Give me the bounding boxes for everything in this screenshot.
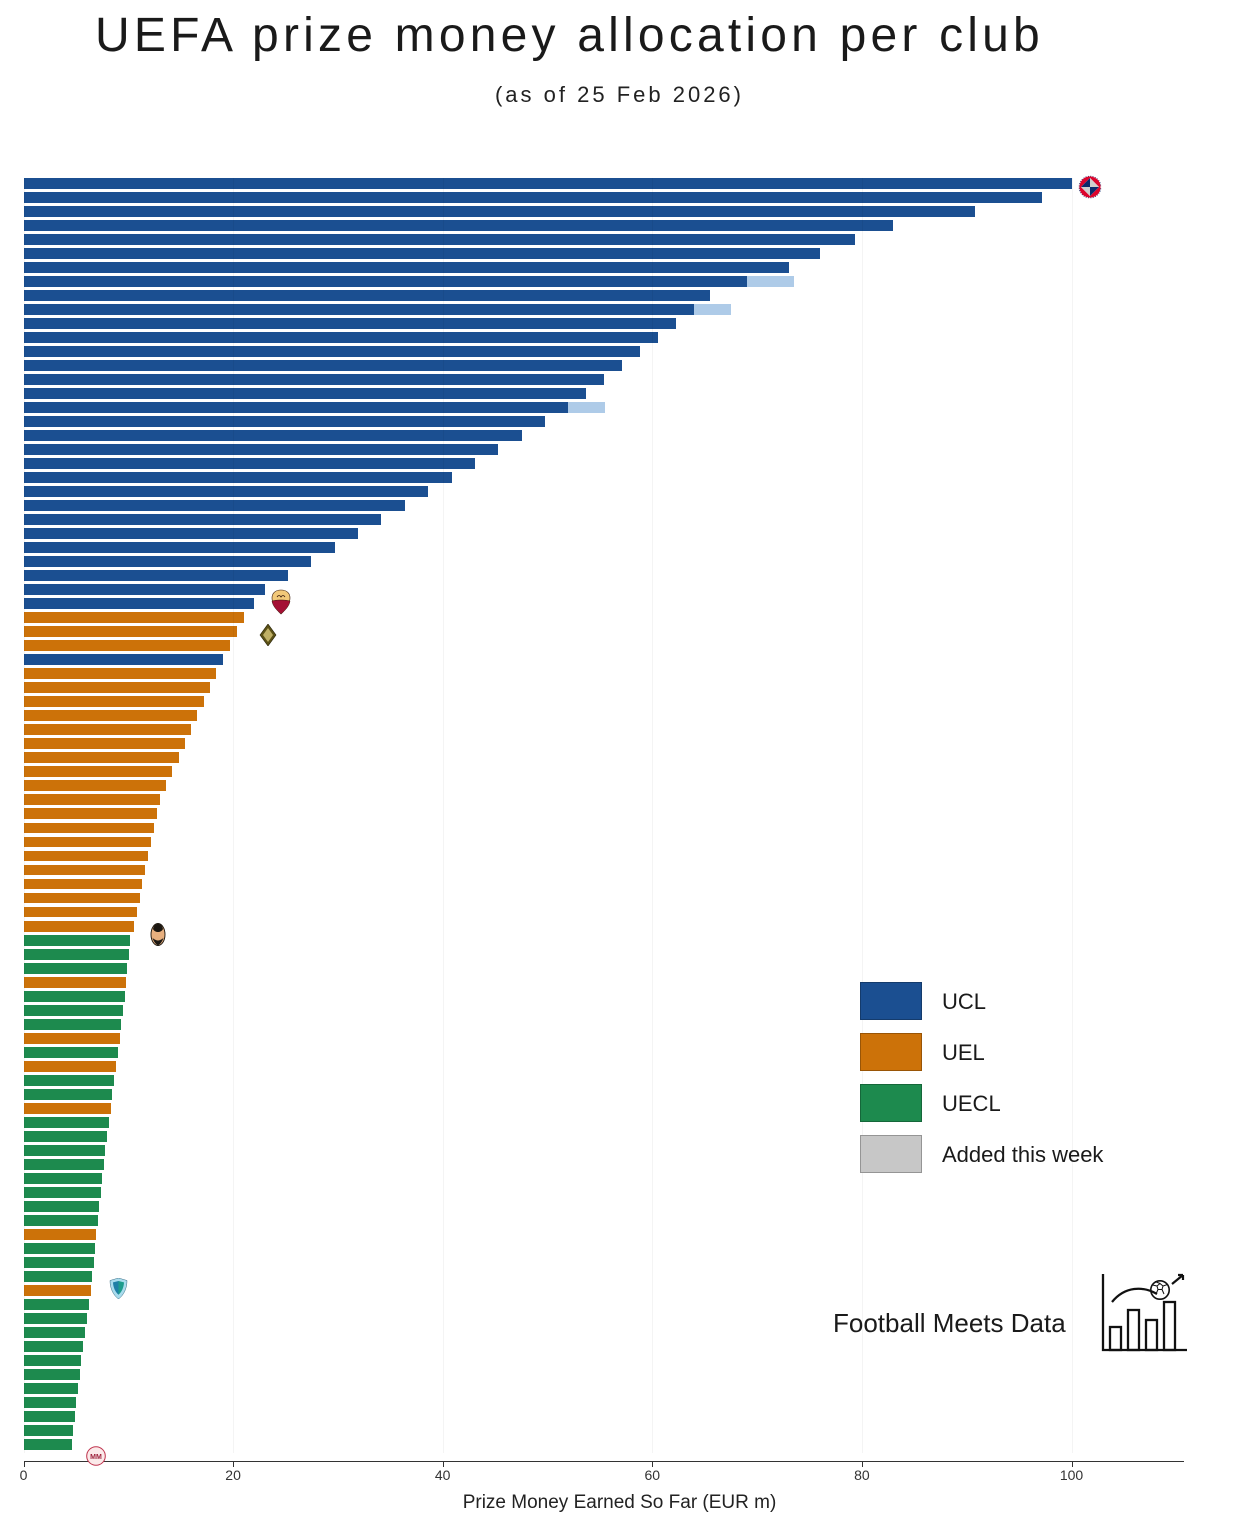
- svg-text:MM: MM: [90, 1454, 102, 1461]
